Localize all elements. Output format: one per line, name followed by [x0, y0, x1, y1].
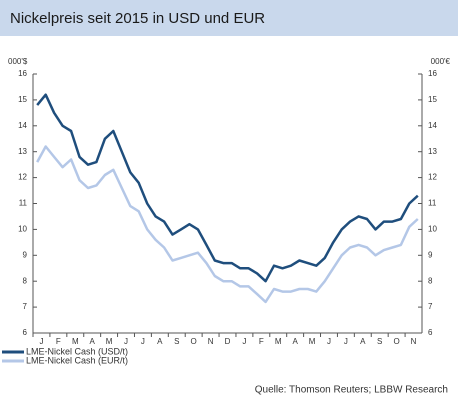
x-tick-label: J: [39, 337, 43, 346]
y-tick-label: 14: [18, 121, 27, 130]
x-tick-label: J: [141, 337, 145, 346]
x-tick-label: J: [327, 337, 331, 346]
y-tick-label: 16: [18, 69, 27, 78]
y2-tick-label: 16: [428, 69, 437, 78]
y2-tick-label: 12: [428, 173, 437, 182]
series-line: [36, 145, 419, 304]
x-tick-label: S: [174, 337, 179, 346]
x-tick-label: M: [275, 337, 282, 346]
y-unit-right: 000'€: [431, 57, 451, 66]
y-tick-label: 11: [19, 199, 28, 208]
x-tick-label: S: [377, 337, 382, 346]
y2-tick-label: 8: [428, 276, 433, 285]
x-tick-label: A: [292, 337, 298, 346]
y-tick-label: 6: [23, 328, 28, 337]
y2-tick-label: 7: [428, 302, 433, 311]
x-tick-label: M: [106, 337, 113, 346]
legend-label: LME-Nickel Cash (EUR/t): [26, 355, 128, 365]
y-tick-label: 15: [18, 95, 27, 104]
y2-tick-label: 13: [428, 147, 437, 156]
y-tick-label: 12: [18, 173, 27, 182]
chart-title: Nickelpreis seit 2015 in USD und EUR: [10, 10, 265, 27]
y2-tick-label: 14: [428, 121, 437, 130]
x-tick-label: A: [360, 337, 366, 346]
y2-tick-label: 9: [428, 250, 433, 259]
x-tick-label: F: [56, 337, 61, 346]
x-tick-label: J: [242, 337, 246, 346]
source: Quelle: Thomson Reuters; LBBW Research: [255, 385, 448, 396]
x-tick-label: J: [124, 337, 128, 346]
y-tick-label: 8: [23, 276, 28, 285]
x-tick-label: A: [157, 337, 163, 346]
title-bar: [0, 0, 458, 36]
y2-tick-label: 15: [428, 95, 437, 104]
y-unit-left: 000'$: [8, 57, 28, 66]
y-tick-label: 13: [18, 147, 27, 156]
x-tick-label: O: [191, 337, 197, 346]
x-tick-label: A: [90, 337, 96, 346]
y-tick-label: 10: [18, 225, 27, 234]
x-tick-label: O: [394, 337, 400, 346]
y2-tick-label: 11: [428, 199, 437, 208]
series-line: [36, 93, 419, 283]
x-tick-label: N: [411, 337, 417, 346]
x-tick-label: D: [225, 337, 231, 346]
y-tick-label: 9: [23, 250, 28, 259]
x-tick-label: N: [208, 337, 214, 346]
legend-label: LME-Nickel Cash (USD/t): [26, 346, 128, 356]
y2-tick-label: 6: [428, 328, 433, 337]
x-tick-label: M: [72, 337, 79, 346]
x-tick-label: M: [309, 337, 316, 346]
y-tick-label: 7: [23, 302, 28, 311]
y2-tick-label: 10: [428, 225, 437, 234]
x-tick-label: J: [344, 337, 348, 346]
x-tick-label: F: [259, 337, 264, 346]
